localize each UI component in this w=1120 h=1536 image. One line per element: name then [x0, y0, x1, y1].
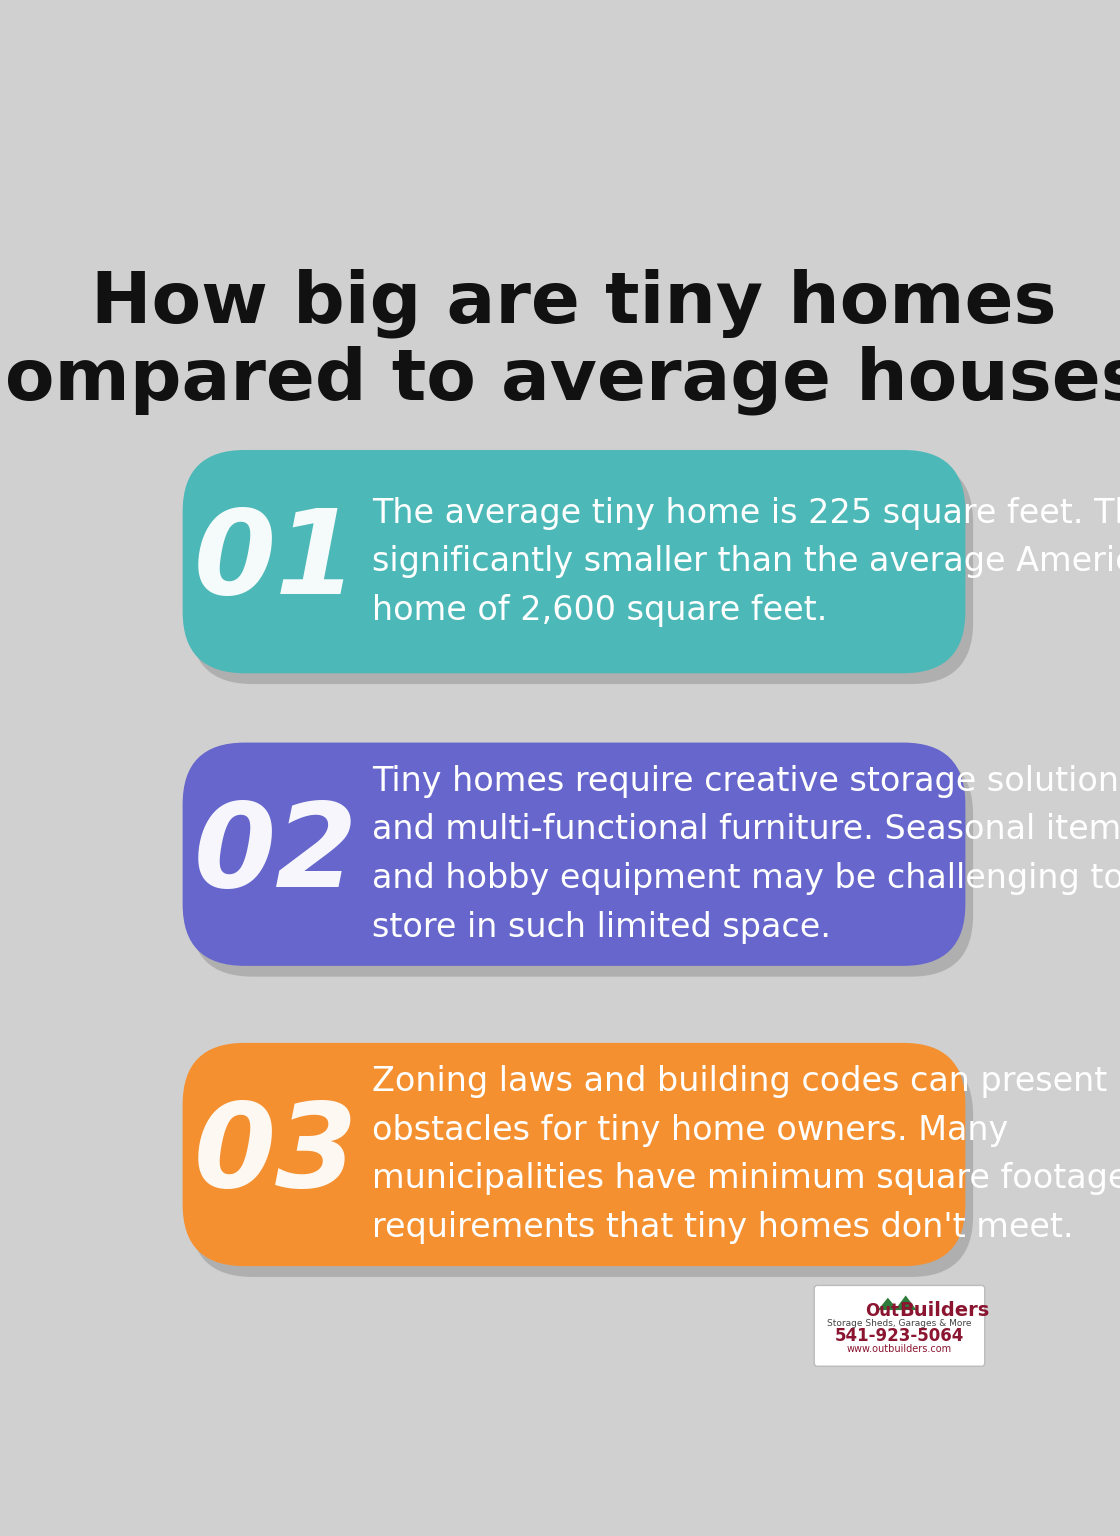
Text: www.outbuilders.com: www.outbuilders.com — [847, 1344, 952, 1353]
Text: How big are tiny homes: How big are tiny homes — [91, 269, 1057, 338]
FancyBboxPatch shape — [183, 450, 965, 673]
FancyBboxPatch shape — [190, 1054, 973, 1276]
Text: 01: 01 — [194, 504, 357, 619]
Text: compared to average houses?: compared to average houses? — [0, 346, 1120, 415]
FancyBboxPatch shape — [814, 1286, 984, 1366]
Text: 03: 03 — [194, 1097, 357, 1212]
Polygon shape — [895, 1295, 916, 1310]
Text: The average tiny home is 225 square feet. This is
significantly smaller than the: The average tiny home is 225 square feet… — [373, 496, 1120, 627]
Text: Zoning laws and building codes can present
obstacles for tiny home owners. Many
: Zoning laws and building codes can prese… — [373, 1064, 1120, 1244]
FancyBboxPatch shape — [183, 742, 965, 966]
Text: Tiny homes require creative storage solutions
and multi-functional furniture. Se: Tiny homes require creative storage solu… — [373, 765, 1120, 943]
FancyBboxPatch shape — [190, 753, 973, 977]
Text: Out: Out — [866, 1303, 899, 1319]
Polygon shape — [878, 1298, 898, 1310]
Text: 02: 02 — [194, 797, 357, 912]
Text: Builders: Builders — [899, 1301, 990, 1321]
Text: Storage Sheds, Garages & More: Storage Sheds, Garages & More — [828, 1319, 972, 1329]
FancyBboxPatch shape — [183, 1043, 965, 1266]
FancyBboxPatch shape — [190, 461, 973, 684]
Text: 541-923-5064: 541-923-5064 — [834, 1327, 964, 1346]
